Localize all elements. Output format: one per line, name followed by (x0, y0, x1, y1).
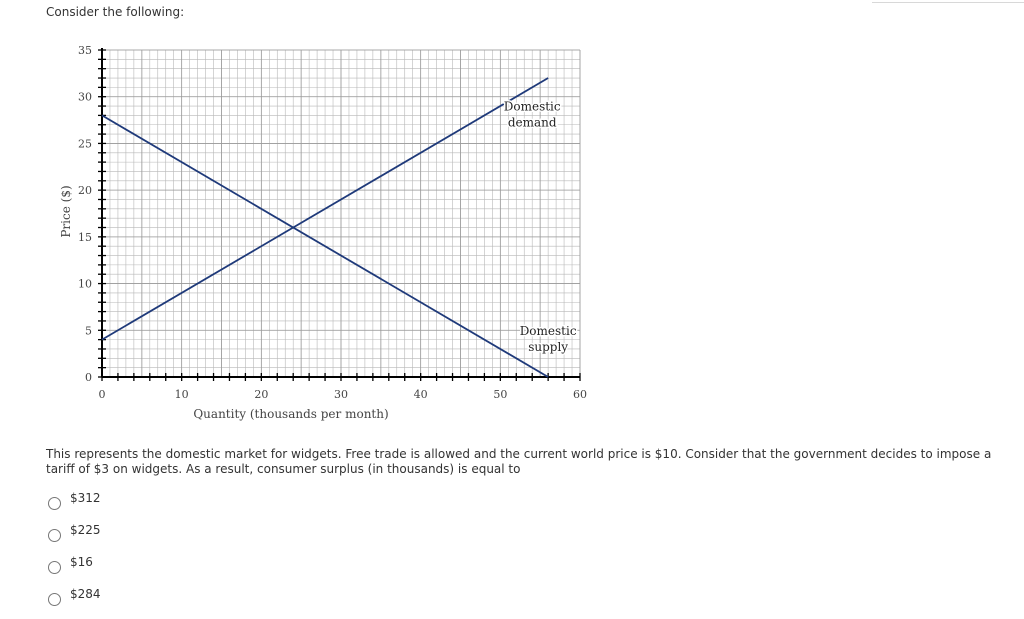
option-3[interactable]: $16 (48, 554, 248, 574)
y-tick-label: 30 (78, 91, 92, 104)
y-axis-title: Price ($) (59, 185, 73, 237)
x-tick-label: 0 (99, 388, 106, 401)
radio-button[interactable] (48, 561, 61, 574)
y-tick-label: 35 (78, 44, 92, 57)
option-1[interactable]: $312 (48, 490, 248, 510)
y-tick-label: 20 (78, 184, 92, 197)
chart-labels: 0 5 10 15 20 25 30 35 0 10 20 30 40 50 60 Quantity (tho… (59, 44, 587, 421)
series-annotation-label: demand (508, 116, 557, 130)
option-4[interactable]: $284 (48, 586, 248, 606)
x-tick-label: 20 (254, 388, 268, 401)
x-tick-label: 40 (414, 388, 428, 401)
y-tick-label: 15 (78, 231, 92, 244)
intro-text: Consider the following: (46, 5, 185, 19)
series-annotation-label: Domestic (504, 100, 561, 114)
series-annotation-label: supply (528, 340, 568, 354)
x-axis-title: Quantity (thousands per month) (193, 407, 388, 421)
option-label: $312 (70, 491, 101, 505)
option-label: $284 (70, 587, 101, 601)
option-label: $225 (70, 523, 101, 537)
y-tick-label: 10 (78, 278, 92, 291)
domestic-demand-line (101, 114, 549, 378)
domestic-supply-line (101, 77, 549, 341)
x-tick-label: 30 (334, 388, 348, 401)
radio-button[interactable] (48, 529, 61, 542)
x-tick-label: 10 (175, 388, 189, 401)
x-tick-label: 60 (573, 388, 587, 401)
y-tick-label: 0 (85, 371, 92, 384)
chart-axes (98, 48, 581, 381)
top-divider (872, 0, 1024, 3)
option-2[interactable]: $225 (48, 522, 248, 542)
chart-series (101, 77, 549, 378)
y-tick-label: 25 (78, 137, 92, 150)
radio-button[interactable] (48, 593, 61, 606)
question-text: This represents the domestic market for … (46, 447, 992, 476)
x-tick-label: 50 (493, 388, 507, 401)
series-annotation-label: Domestic (520, 324, 577, 338)
radio-button[interactable] (48, 497, 61, 510)
y-tick-label: 5 (85, 324, 92, 337)
option-label: $16 (70, 555, 93, 569)
supply-demand-chart: 0 5 10 15 20 25 30 35 0 10 20 30 40 50 60 Quantity (tho… (59, 44, 587, 421)
